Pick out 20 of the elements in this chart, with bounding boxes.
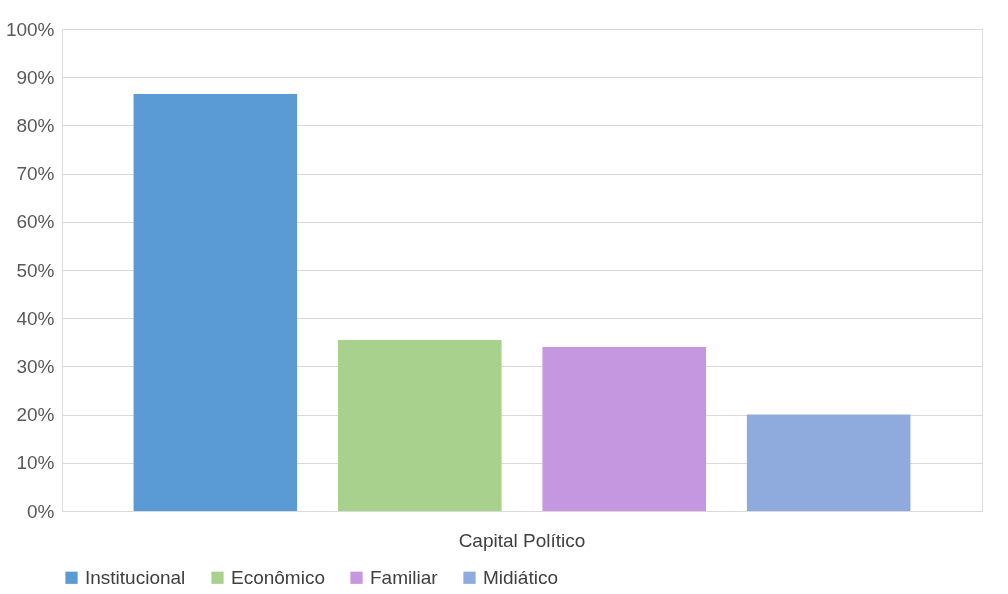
y-tick-label: 100% (5, 18, 55, 40)
legend-label: Institucional (85, 566, 186, 588)
bar (746, 414, 911, 511)
y-tick-label: 0% (27, 500, 55, 522)
y-tick-label: 40% (16, 307, 55, 329)
y-tick-label: 90% (16, 66, 55, 88)
y-tick-label: 20% (16, 404, 55, 426)
bar (542, 347, 706, 511)
legend-label: Familiar (370, 566, 439, 588)
bar (338, 339, 502, 511)
y-tick-label: 50% (16, 259, 55, 281)
x-tick-label: Capital Político (458, 529, 586, 551)
y-tick-label: 10% (16, 452, 55, 474)
legend-label: Midiático (483, 566, 558, 588)
y-tick-label: 80% (16, 114, 55, 136)
bar (133, 94, 298, 511)
y-tick-label: 30% (16, 355, 55, 377)
y-tick-label: 70% (16, 163, 55, 185)
legend-label: Econômico (231, 566, 325, 588)
y-tick-label: 60% (16, 211, 55, 233)
